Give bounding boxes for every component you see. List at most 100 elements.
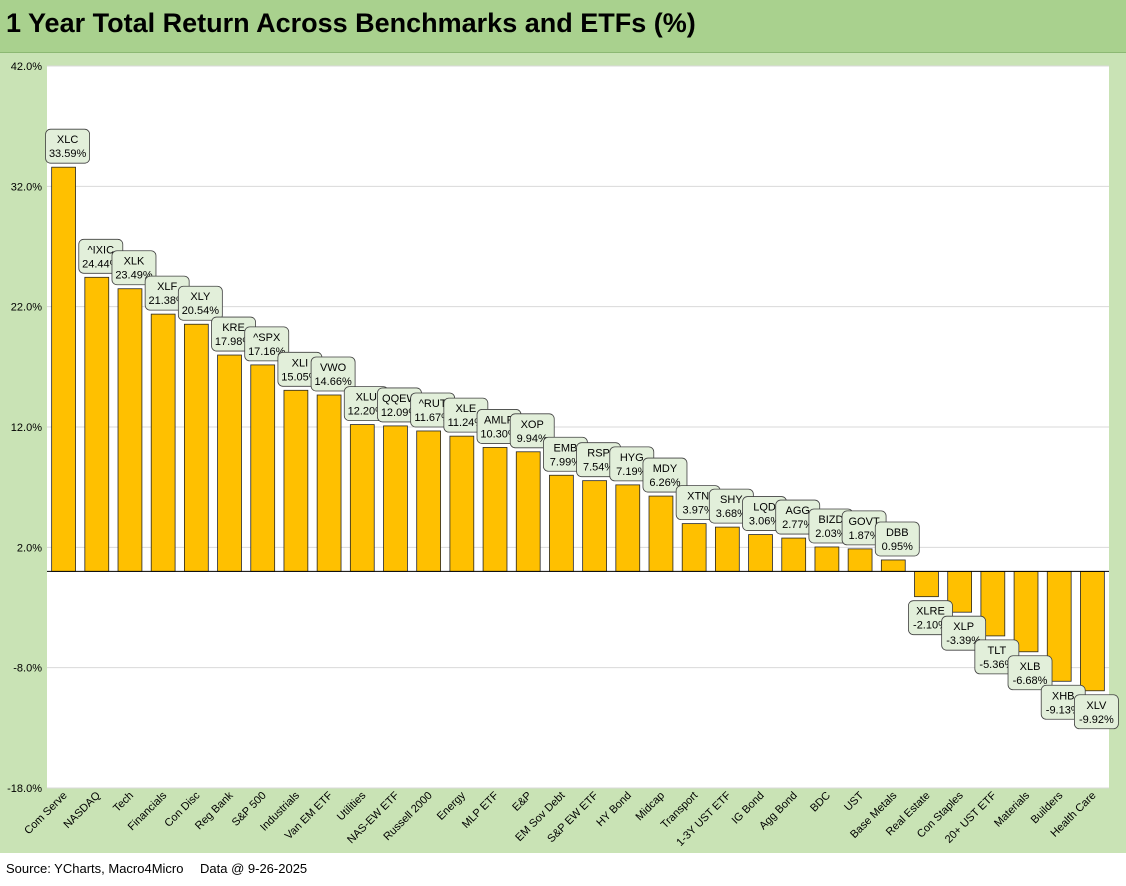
data-label-box xyxy=(509,413,555,449)
data-label-ticker: RSP xyxy=(587,448,610,460)
data-label-ticker: DBB xyxy=(886,527,909,539)
bar-xly xyxy=(183,323,209,572)
data-label-ticker: XLF xyxy=(157,281,177,293)
data-label: MDY 6.26% xyxy=(642,457,688,493)
data-label-ticker: ^SPX xyxy=(253,332,281,344)
data-label-value: 21.38% xyxy=(149,295,187,307)
data-label-ticker: XLRE xyxy=(916,606,945,618)
data-label-value: 3.68% xyxy=(716,508,747,520)
bar-hyg xyxy=(615,484,641,572)
data-label-ticker: XLB xyxy=(1020,661,1041,673)
data-label-ticker: XLK xyxy=(124,256,145,268)
data-label-value: 24.44% xyxy=(82,258,120,270)
bar-ixic xyxy=(84,276,110,572)
bar-dbb xyxy=(880,559,906,572)
bar-xtn xyxy=(681,523,707,572)
data-label-ticker: QQEW xyxy=(382,393,417,405)
data-label-box xyxy=(310,356,356,392)
data-label-value: -3.39% xyxy=(946,635,981,647)
data-label-ticker: XLE xyxy=(455,403,476,415)
data-label-value: 9.94% xyxy=(517,433,548,445)
bar-xli xyxy=(283,389,309,572)
data-label-value: 3.06% xyxy=(749,516,780,528)
data-label: XOP 9.94% xyxy=(509,413,555,449)
data-label-box xyxy=(1074,694,1119,730)
data-label-value: 6.26% xyxy=(649,477,680,489)
y-tick-label: -8.0% xyxy=(13,663,42,675)
data-label-value: 7.54% xyxy=(583,462,614,474)
data-label-ticker: XLU xyxy=(356,392,377,404)
data-label: XLP -3.39% xyxy=(941,615,987,651)
data-label-value: -5.36% xyxy=(979,659,1014,671)
data-label-ticker: XOP xyxy=(521,419,544,431)
category-label: BDC xyxy=(808,790,833,815)
data-label-ticker: XLV xyxy=(1086,700,1107,712)
data-label: VWO 14.66% xyxy=(310,356,356,392)
y-tick-label: 22.0% xyxy=(11,302,42,314)
bar-qqew xyxy=(383,425,408,572)
data-label: XLC 33.59% xyxy=(45,128,90,164)
bar-mdy xyxy=(648,495,674,572)
data-label-value: 11.24% xyxy=(448,417,485,429)
category-label: MLP ETF xyxy=(460,789,501,830)
data-label-value: 20.54% xyxy=(182,305,220,317)
bar-spx xyxy=(250,364,276,572)
data-label-ticker: TLT xyxy=(987,645,1006,657)
data-label: XLK 23.49% xyxy=(111,250,157,286)
data-label-value: 2.03% xyxy=(815,528,846,540)
data-label-value: 17.16% xyxy=(248,346,286,358)
y-tick-label: 12.0% xyxy=(11,422,42,434)
data-date-note: Data @ 9-26-2025 xyxy=(200,861,308,876)
data-label-ticker: XLC xyxy=(57,134,78,146)
data-label-value: 12.20% xyxy=(348,406,386,418)
data-label-value: -9.13% xyxy=(1046,704,1081,716)
data-label-ticker: XHB xyxy=(1052,690,1075,702)
data-label: XLV -9.92% xyxy=(1074,694,1119,730)
bar-emb xyxy=(549,474,574,572)
y-tick-label: 2.0% xyxy=(17,542,42,554)
data-label-ticker: AMLP xyxy=(484,414,514,426)
y-tick-label: 42.0% xyxy=(11,61,42,73)
data-label-value: 7.99% xyxy=(550,456,581,468)
data-label-value: 0.95% xyxy=(882,541,913,553)
data-label-box xyxy=(111,250,157,286)
data-label-box xyxy=(244,326,290,362)
bar-agg xyxy=(781,537,807,572)
bar-xle xyxy=(449,435,475,572)
data-label-value: 10.30% xyxy=(480,428,518,440)
bar-xlv xyxy=(1080,571,1105,692)
bar-chart: 42.0% 32.0% 22.0% 12.0% 2.0% -8.0% -18.0%Com S… xyxy=(7,61,1119,849)
data-label: DBB 0.95% xyxy=(874,521,920,557)
bar-kre xyxy=(217,354,242,572)
data-label-value: -2.10% xyxy=(913,620,948,632)
data-label-ticker: BIZD xyxy=(818,514,843,526)
bar-shy xyxy=(714,526,740,572)
data-label-box xyxy=(177,285,223,321)
category-label: UST xyxy=(842,789,866,813)
bar-amlp xyxy=(482,447,508,572)
data-label-ticker: XTN xyxy=(687,491,709,503)
data-label: ^SPX 17.16% xyxy=(244,326,290,362)
data-label-ticker: AGG xyxy=(785,505,809,517)
footer xyxy=(0,853,1126,886)
data-label-ticker: KRE xyxy=(222,322,245,334)
category-label: HY Bond xyxy=(594,790,633,829)
bar-xop xyxy=(515,451,541,572)
data-label-ticker: LQD xyxy=(753,502,776,514)
bar-vwo xyxy=(316,394,342,572)
bar-lqd xyxy=(748,534,773,572)
category-label: E&P xyxy=(510,790,534,814)
data-label-value: 17.98% xyxy=(215,336,253,348)
data-label-ticker: ^RUT xyxy=(419,398,447,410)
bar-rut xyxy=(416,430,442,572)
data-label-ticker: VWO xyxy=(320,362,347,374)
bar-xlf xyxy=(150,313,176,572)
bar-xlc xyxy=(51,166,76,572)
data-label-ticker: SHY xyxy=(720,494,743,506)
data-label-ticker: XLI xyxy=(292,357,309,369)
bar-govt xyxy=(847,548,873,572)
data-label-value: 7.19% xyxy=(616,466,647,478)
data-label-value: -9.92% xyxy=(1079,714,1114,726)
bar-bizd xyxy=(814,546,840,572)
bar-xlre xyxy=(914,571,939,598)
